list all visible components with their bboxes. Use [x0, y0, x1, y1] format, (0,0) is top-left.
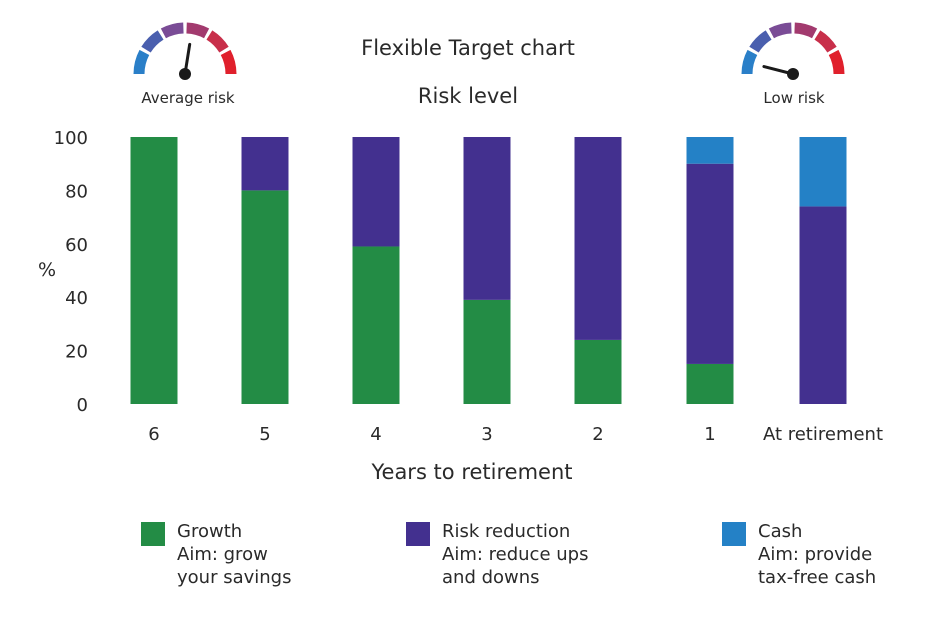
legend-item-growth: Growth Aim: grow your savings: [141, 520, 291, 589]
y-axis-label: %: [38, 259, 56, 281]
x-tick-label: 4: [370, 424, 381, 445]
bar-segment-growth: [241, 190, 289, 404]
risk-gauge-low-icon: [741, 22, 845, 80]
risk-gauge-average-icon: [133, 22, 237, 80]
stacked-bar-chart: 0 20 40 60 80 100% 6 5 4 3 2 1 At retirement Years to…: [38, 128, 883, 484]
legend-aim-growth: Aim: grow your savings: [177, 544, 292, 588]
y-tick-label: 40: [65, 288, 88, 309]
gauge-average-segment: [160, 22, 184, 39]
legend-aim-risk-reduction: Aim: reduce ups and downs: [442, 544, 589, 588]
legend-swatch-risk-reduction: [406, 522, 430, 546]
legend-swatch-growth: [141, 522, 165, 546]
y-tick-label: 20: [65, 342, 88, 363]
legend-name-risk-reduction: Risk reduction: [442, 521, 571, 542]
x-tick-label: 6: [148, 424, 159, 445]
gauge-average-segment: [141, 30, 164, 53]
legend-name-growth: Growth: [177, 521, 243, 542]
x-tick-label: 3: [481, 424, 492, 445]
bar-segment-risk-reduction: [574, 137, 622, 340]
chart-title: Flexible Target chart: [361, 36, 575, 60]
gauge-low-segment: [828, 49, 845, 75]
gauge-label-low-risk: Low risk: [763, 89, 825, 107]
legend-swatch-cash: [722, 522, 746, 546]
gauge-low-segment: [741, 49, 758, 75]
bar-segment-cash: [799, 137, 847, 207]
bar-segment-risk-reduction: [241, 137, 289, 191]
gauge-low-segment: [794, 22, 818, 39]
gauge-low-segment: [749, 30, 772, 53]
bar-segment-risk-reduction: [686, 163, 734, 364]
x-tick-label: At retirement: [763, 424, 883, 445]
gauge-label-average-risk: Average risk: [141, 89, 235, 107]
gauge-low-segment: [814, 30, 837, 53]
x-tick-label: 2: [592, 424, 603, 445]
chart-subtitle: Risk level: [417, 84, 519, 108]
x-tick-label: 5: [259, 424, 270, 445]
bar-segment-growth: [352, 246, 400, 404]
gauge-average-segment: [206, 30, 229, 53]
bar-segment-growth: [686, 363, 734, 404]
legend-aim-cash: Aim: provide tax-free cash: [758, 544, 877, 588]
gauge-average-needle-hub: [179, 68, 191, 80]
bar-segment-risk-reduction: [352, 137, 400, 247]
bar-segment-risk-reduction: [463, 137, 511, 300]
gauge-low-needle-hub: [787, 68, 799, 80]
gauge-average-segment: [220, 49, 237, 75]
bar-segment-growth: [130, 137, 178, 404]
bar-segment-risk-reduction: [799, 206, 847, 404]
gauge-average-segment: [186, 22, 210, 39]
legend-item-cash: Cash Aim: provide tax-free cash: [722, 520, 876, 589]
y-tick-label: 0: [77, 395, 88, 416]
legend-name-cash: Cash: [758, 521, 803, 542]
y-tick-label: 100: [54, 128, 88, 149]
bar-segment-growth: [463, 299, 511, 404]
legend-item-risk-reduction: Risk reduction Aim: reduce ups and downs: [406, 520, 588, 589]
y-tick-label: 60: [65, 235, 88, 256]
x-axis-label: Years to retirement: [370, 460, 572, 484]
gauge-low-segment: [768, 22, 792, 39]
y-tick-label: 80: [65, 181, 88, 202]
gauge-average-segment: [133, 49, 150, 75]
x-tick-label: 1: [704, 424, 715, 445]
bar-segment-cash: [686, 137, 734, 164]
bar-segment-growth: [574, 339, 622, 404]
